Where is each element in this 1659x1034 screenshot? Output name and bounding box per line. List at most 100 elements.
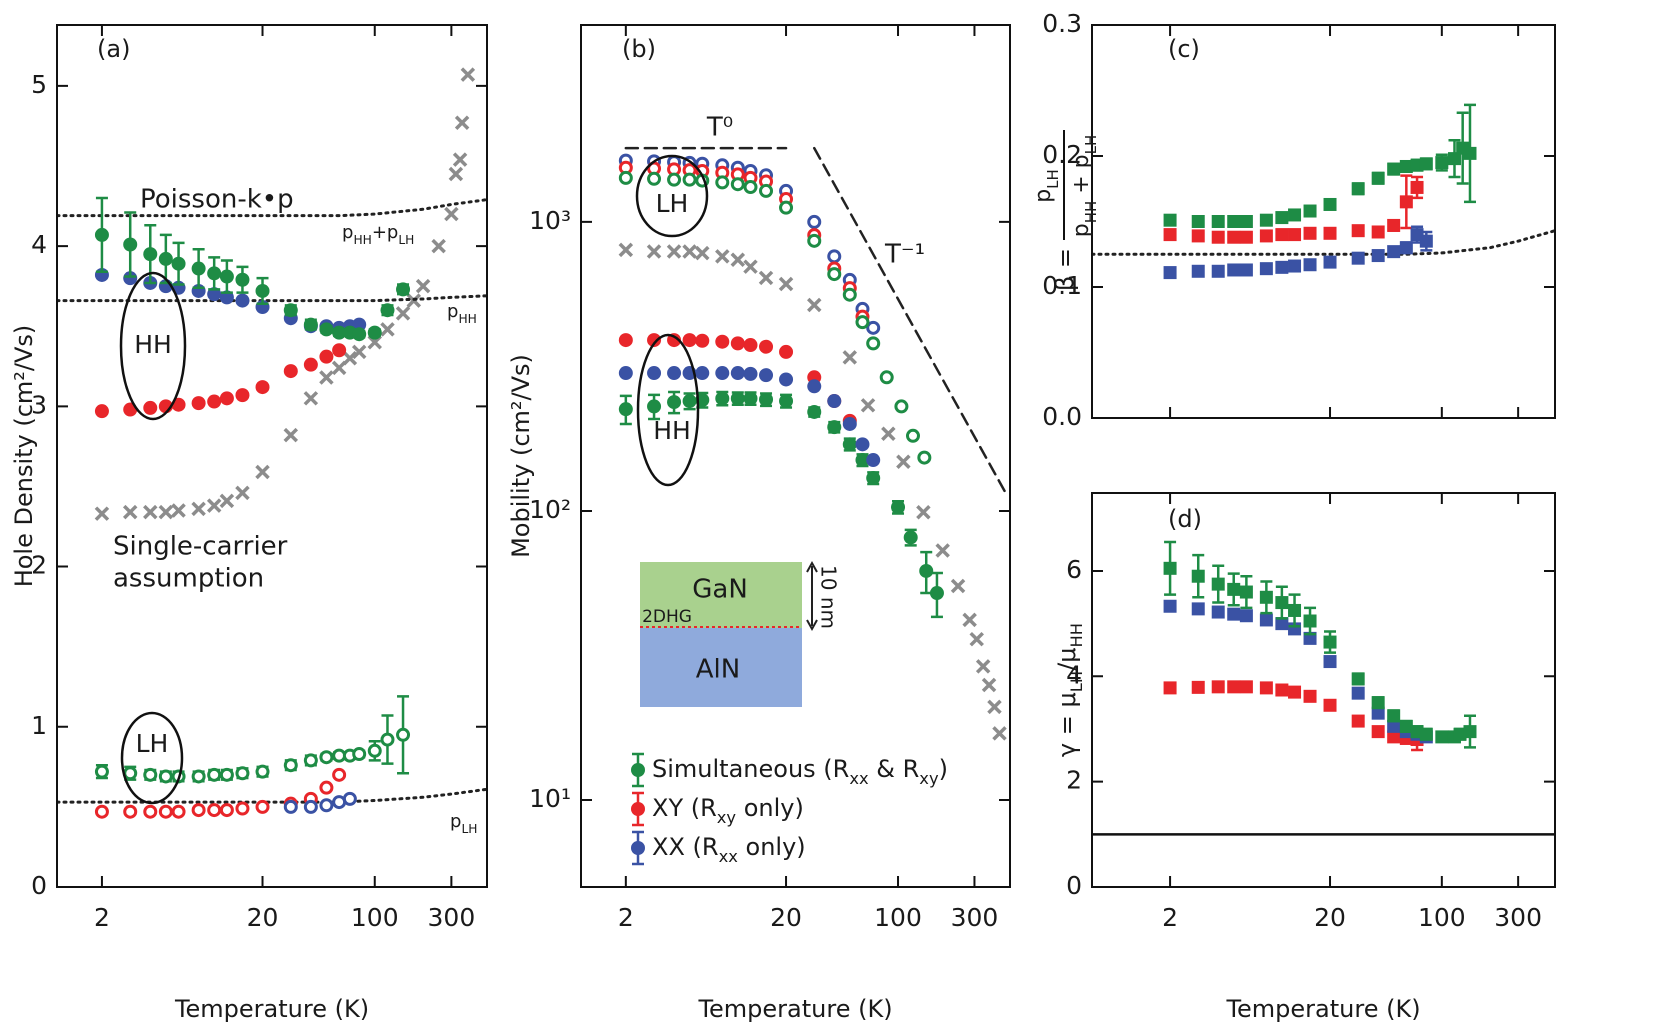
marker xyxy=(1435,156,1449,170)
reference-line xyxy=(813,146,1009,497)
marker xyxy=(646,244,662,259)
marker xyxy=(743,366,758,381)
marker xyxy=(283,758,298,773)
marker xyxy=(332,343,347,358)
marker xyxy=(1239,680,1253,694)
marker xyxy=(827,420,842,435)
marker xyxy=(1275,228,1289,242)
marker xyxy=(682,394,697,409)
marker xyxy=(319,349,334,364)
marker xyxy=(395,306,411,321)
marker xyxy=(143,400,158,415)
marker xyxy=(743,391,758,406)
x-tick-label: 300 xyxy=(1494,903,1542,932)
marker xyxy=(1303,614,1317,628)
axes-frame xyxy=(56,24,488,888)
marker xyxy=(1211,230,1225,244)
marker xyxy=(396,727,411,742)
marker xyxy=(219,269,234,284)
marker xyxy=(219,493,235,509)
x-tick-label: 2 xyxy=(94,903,110,932)
marker xyxy=(1163,681,1177,695)
x-axis-label: Temperature (K) xyxy=(174,995,369,1023)
marker xyxy=(1399,241,1413,255)
axes-frame xyxy=(580,24,1011,888)
marker xyxy=(631,841,645,855)
marker xyxy=(779,200,794,215)
marker xyxy=(827,394,842,409)
marker xyxy=(1387,245,1401,259)
plot-area xyxy=(1092,103,1555,280)
panel-label: (a) xyxy=(97,35,130,63)
marker xyxy=(171,804,186,819)
marker xyxy=(730,366,745,381)
marker xyxy=(1399,719,1413,733)
marker xyxy=(730,177,745,192)
plot-area xyxy=(618,146,1009,741)
x-tick-label: 20 xyxy=(770,903,802,932)
marker xyxy=(1191,569,1205,583)
marker xyxy=(667,395,682,410)
marker xyxy=(319,750,334,765)
inset-arrow xyxy=(806,560,818,632)
marker xyxy=(158,769,173,784)
marker xyxy=(807,214,822,229)
marker xyxy=(891,500,906,515)
marker xyxy=(1371,706,1385,720)
marker xyxy=(631,763,645,777)
marker xyxy=(1227,215,1241,228)
marker xyxy=(143,804,158,819)
marker xyxy=(743,259,758,274)
marker xyxy=(881,426,896,441)
marker xyxy=(1351,686,1365,700)
marker xyxy=(1259,229,1273,243)
marker xyxy=(667,366,682,381)
marker xyxy=(981,677,997,693)
marker xyxy=(143,504,158,520)
marker xyxy=(730,336,745,351)
marker xyxy=(618,170,633,185)
marker xyxy=(207,287,222,302)
marker xyxy=(319,780,334,795)
y-tick-label: 10³ xyxy=(529,206,571,235)
y-axis-label: Hole Density (cm²/Vs) xyxy=(10,325,38,588)
marker xyxy=(94,404,109,419)
marker xyxy=(460,67,476,82)
y-axis-label: Mobility (cm²/Vs) xyxy=(507,354,535,558)
marker xyxy=(352,317,367,332)
marker xyxy=(1275,617,1289,631)
marker xyxy=(860,398,876,413)
marker xyxy=(778,276,794,292)
annotation-ellipse xyxy=(120,711,184,805)
marker xyxy=(647,399,662,414)
marker xyxy=(855,315,870,330)
marker xyxy=(235,272,250,287)
marker xyxy=(1447,152,1461,166)
marker xyxy=(191,261,206,276)
marker xyxy=(647,171,662,186)
marker xyxy=(1387,218,1401,232)
legend-label: Simultaneous (Rxx & Rxy) xyxy=(652,755,948,788)
marker xyxy=(618,366,633,381)
marker xyxy=(807,233,822,248)
y-tick-label: 0 xyxy=(31,871,47,900)
marker xyxy=(855,453,870,468)
annotation-ellipse xyxy=(119,271,187,421)
marker xyxy=(1463,146,1477,160)
x-axis-label: Temperature (K) xyxy=(697,995,892,1023)
marker xyxy=(283,799,298,814)
marker xyxy=(682,244,697,259)
marker xyxy=(842,350,858,365)
marker xyxy=(1211,215,1225,228)
marker xyxy=(235,801,250,816)
marker xyxy=(1303,204,1317,218)
marker xyxy=(1303,689,1317,703)
marker xyxy=(207,266,222,281)
marker xyxy=(219,290,234,305)
marker xyxy=(255,464,270,480)
marker xyxy=(1399,195,1413,209)
marker xyxy=(1259,613,1273,627)
marker xyxy=(207,803,222,818)
marker xyxy=(695,366,710,381)
marker xyxy=(866,471,881,486)
